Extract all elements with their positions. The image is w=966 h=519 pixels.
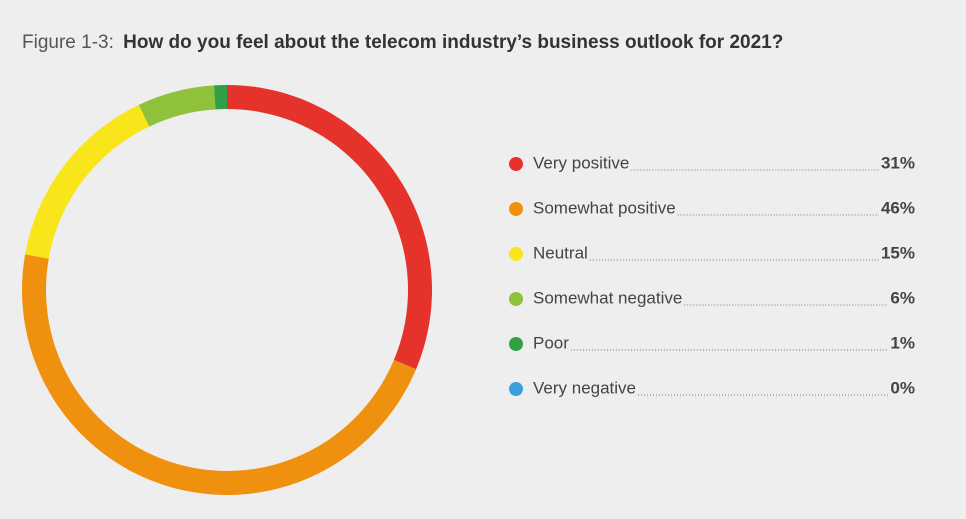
legend-marker xyxy=(509,382,523,396)
legend-value: 15% xyxy=(881,243,915,262)
chart-title: Figure 1-3: How do you feel about the te… xyxy=(22,32,783,53)
legend-label: Somewhat negative xyxy=(533,288,682,307)
legend-label: Neutral xyxy=(533,243,588,262)
legend-marker xyxy=(509,247,523,261)
legend-marker xyxy=(509,292,523,306)
title-text: How do you feel about the telecom indust… xyxy=(123,32,783,53)
legend-label: Poor xyxy=(533,333,569,352)
donut-segment xyxy=(25,104,150,259)
legend-marker xyxy=(509,157,523,171)
legend-marker xyxy=(509,202,523,216)
figure-label: Figure 1-3: xyxy=(22,32,114,53)
legend-label: Very negative xyxy=(533,378,636,397)
legend-value: 31% xyxy=(881,153,915,172)
donut-segment xyxy=(213,85,227,110)
legend-label: Very positive xyxy=(533,153,629,172)
donut-segment xyxy=(227,85,432,370)
legend-value: 0% xyxy=(890,378,915,397)
legend-value: 1% xyxy=(890,333,915,352)
legend-value: 46% xyxy=(881,198,915,217)
legend-value: 6% xyxy=(890,288,915,307)
legend-label: Somewhat positive xyxy=(533,198,676,217)
donut-segment xyxy=(138,85,216,127)
legend-marker xyxy=(509,337,523,351)
